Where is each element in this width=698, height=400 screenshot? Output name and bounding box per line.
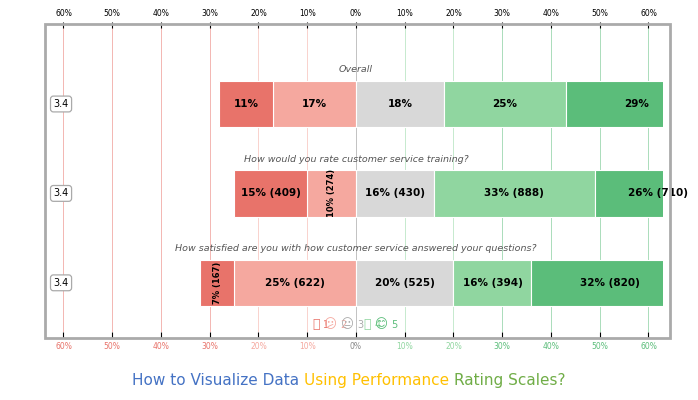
Text: 5: 5 (392, 320, 398, 330)
Bar (595, 170, 698, 217)
Text: 33% (888): 33% (888) (484, 188, 544, 198)
Text: 29%: 29% (624, 99, 648, 109)
Text: 15% (409): 15% (409) (241, 188, 301, 198)
Bar (219, 81, 273, 127)
Text: 10% (274): 10% (274) (327, 169, 336, 218)
Text: 11%: 11% (234, 99, 259, 109)
Bar (356, 81, 444, 127)
Text: 25%: 25% (492, 99, 517, 109)
Text: 3.4: 3.4 (54, 278, 68, 288)
Bar (356, 260, 454, 306)
Text: 7% (167): 7% (167) (213, 262, 221, 304)
Bar (565, 81, 698, 127)
Text: How would you rate customer service training?: How would you rate customer service trai… (244, 155, 468, 164)
Text: 🙂: 🙂 (363, 318, 371, 331)
Bar (200, 260, 234, 306)
Text: 18%: 18% (387, 99, 413, 109)
Text: Rating Scales?: Rating Scales? (454, 373, 566, 388)
Bar (234, 260, 356, 306)
Text: 😊: 😊 (375, 318, 387, 331)
Text: 😐: 😐 (341, 318, 354, 331)
Text: 3.4: 3.4 (54, 99, 68, 109)
Text: 20% (525): 20% (525) (375, 278, 435, 288)
Text: 😕: 😕 (323, 318, 336, 331)
Text: 16% (430): 16% (430) (365, 188, 425, 198)
Bar (356, 170, 434, 217)
Text: How to Visualize Data: How to Visualize Data (132, 373, 304, 388)
Text: 17%: 17% (302, 99, 327, 109)
Bar (434, 170, 595, 217)
Text: 26% (710): 26% (710) (628, 188, 688, 198)
Text: 1: 1 (323, 320, 329, 330)
Bar (307, 170, 356, 217)
Text: 3: 3 (357, 320, 364, 330)
Text: 3.4: 3.4 (54, 188, 68, 198)
Text: 4: 4 (375, 320, 380, 330)
Text: Overall: Overall (339, 66, 373, 74)
Bar (454, 260, 531, 306)
Text: 🙁: 🙁 (312, 318, 320, 331)
Text: 32% (820): 32% (820) (579, 278, 639, 288)
Text: 16% (394): 16% (394) (463, 278, 522, 288)
Bar (273, 81, 356, 127)
Bar (234, 170, 307, 217)
Text: How satisfied are you with how customer service answered your questions?: How satisfied are you with how customer … (175, 244, 537, 253)
Text: 2: 2 (341, 320, 347, 330)
Text: 25% (622): 25% (622) (265, 278, 325, 288)
Bar (531, 260, 688, 306)
Text: Using Performance: Using Performance (304, 373, 454, 388)
Bar (444, 81, 565, 127)
